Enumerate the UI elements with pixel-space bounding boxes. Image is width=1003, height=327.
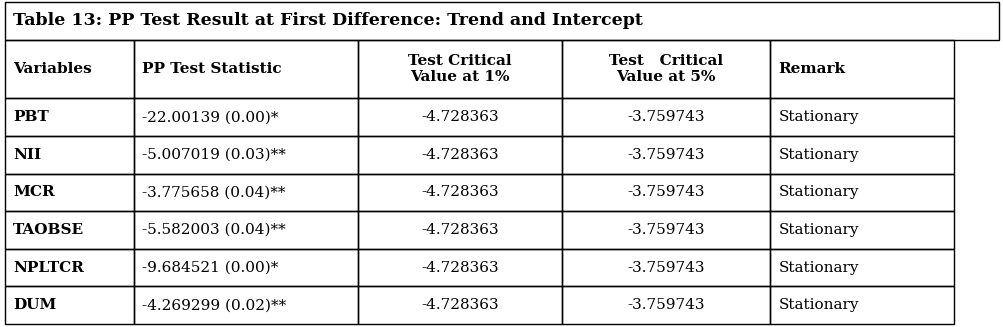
Text: -3.759743: -3.759743	[627, 298, 704, 312]
Bar	[357, 98, 561, 136]
Text: Test   Critical
Value at 5%: Test Critical Value at 5%	[609, 54, 722, 84]
Text: -4.728363: -4.728363	[420, 110, 498, 124]
Text: TAOBSE: TAOBSE	[13, 223, 84, 237]
Bar	[357, 211, 561, 249]
Text: -22.00139 (0.00)*: -22.00139 (0.00)*	[142, 110, 279, 124]
Bar	[134, 286, 357, 324]
Text: -3.759743: -3.759743	[627, 148, 704, 162]
Bar	[357, 286, 561, 324]
Bar	[561, 136, 769, 174]
Bar	[5, 286, 134, 324]
Text: NII: NII	[13, 148, 41, 162]
Text: PBT: PBT	[13, 110, 49, 124]
Bar	[561, 174, 769, 211]
Text: -5.582003 (0.04)**: -5.582003 (0.04)**	[142, 223, 286, 237]
Text: Remark: Remark	[777, 62, 845, 76]
Bar	[357, 40, 561, 98]
Text: -3.759743: -3.759743	[627, 110, 704, 124]
Text: -4.728363: -4.728363	[420, 148, 498, 162]
Bar	[5, 249, 134, 286]
Bar	[769, 249, 953, 286]
Bar	[561, 40, 769, 98]
Bar	[5, 211, 134, 249]
Text: -5.007019 (0.03)**: -5.007019 (0.03)**	[142, 148, 286, 162]
Text: MCR: MCR	[13, 185, 54, 199]
Text: Stationary: Stationary	[777, 261, 858, 275]
Text: Stationary: Stationary	[777, 185, 858, 199]
Bar	[357, 249, 561, 286]
Bar	[5, 136, 134, 174]
Text: PP Test Statistic: PP Test Statistic	[142, 62, 282, 76]
Text: Stationary: Stationary	[777, 148, 858, 162]
Bar	[134, 40, 357, 98]
Bar	[134, 249, 357, 286]
Bar	[134, 211, 357, 249]
Bar	[769, 136, 953, 174]
Bar	[561, 98, 769, 136]
Text: Stationary: Stationary	[777, 298, 858, 312]
Text: -4.728363: -4.728363	[420, 185, 498, 199]
Bar	[769, 40, 953, 98]
Text: -3.759743: -3.759743	[627, 185, 704, 199]
Bar	[5, 2, 998, 40]
Bar	[561, 286, 769, 324]
Bar	[769, 98, 953, 136]
Text: -9.684521 (0.00)*: -9.684521 (0.00)*	[142, 261, 279, 275]
Bar	[561, 211, 769, 249]
Text: DUM: DUM	[13, 298, 56, 312]
Text: -4.269299 (0.02)**: -4.269299 (0.02)**	[142, 298, 286, 312]
Text: -3.775658 (0.04)**: -3.775658 (0.04)**	[142, 185, 286, 199]
Bar	[5, 174, 134, 211]
Text: Test Critical
Value at 1%: Test Critical Value at 1%	[407, 54, 512, 84]
Text: -4.728363: -4.728363	[420, 261, 498, 275]
Text: Stationary: Stationary	[777, 223, 858, 237]
Text: -4.728363: -4.728363	[420, 223, 498, 237]
Bar	[5, 98, 134, 136]
Bar	[769, 174, 953, 211]
Bar	[134, 174, 357, 211]
Bar	[769, 211, 953, 249]
Bar	[357, 136, 561, 174]
Text: NPLTCR: NPLTCR	[13, 261, 84, 275]
Bar	[357, 174, 561, 211]
Bar	[5, 40, 134, 98]
Text: Variables: Variables	[13, 62, 91, 76]
Text: -4.728363: -4.728363	[420, 298, 498, 312]
Text: Stationary: Stationary	[777, 110, 858, 124]
Bar	[561, 249, 769, 286]
Bar	[134, 98, 357, 136]
Text: -3.759743: -3.759743	[627, 223, 704, 237]
Text: Table 13: PP Test Result at First Difference: Trend and Intercept: Table 13: PP Test Result at First Differ…	[13, 12, 642, 29]
Text: -3.759743: -3.759743	[627, 261, 704, 275]
Bar	[769, 286, 953, 324]
Bar	[134, 136, 357, 174]
